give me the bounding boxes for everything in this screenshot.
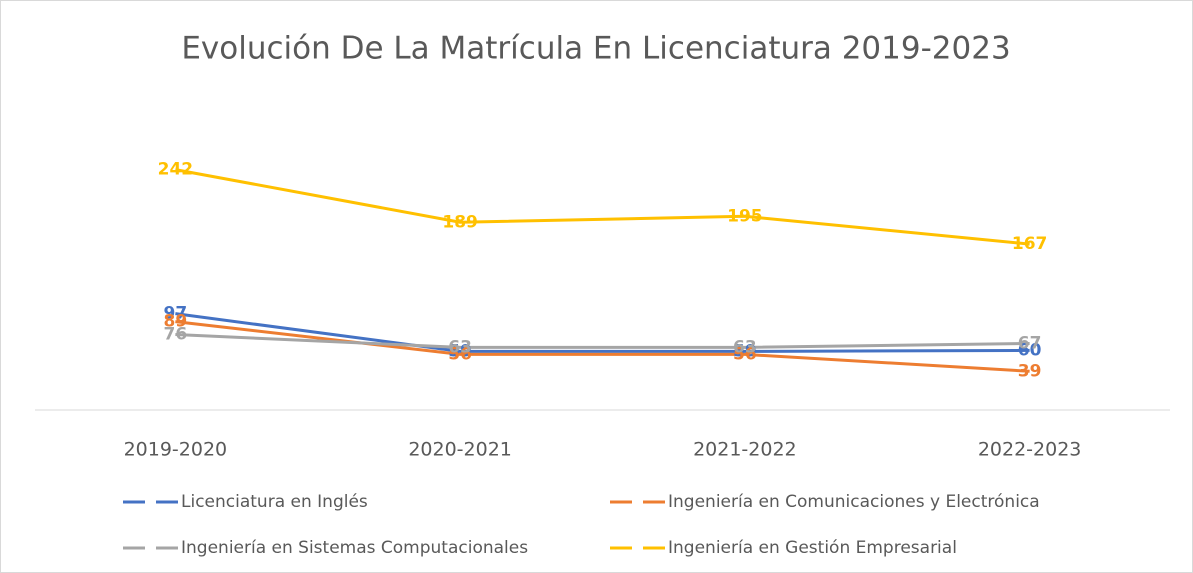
x-tick-label: 2020-2021 xyxy=(408,439,512,461)
data-label: 89 xyxy=(164,312,188,332)
data-label: 60 xyxy=(1018,340,1042,360)
data-label: 97 xyxy=(164,304,188,324)
data-label: 56 xyxy=(448,344,472,364)
x-tick-label: 2022-2023 xyxy=(978,439,1082,461)
data-label: 63 xyxy=(733,337,757,357)
data-label: 56 xyxy=(733,344,757,364)
series-line xyxy=(175,320,1030,373)
data-label: 67 xyxy=(1018,333,1042,353)
legend-label: Ingeniería en Sistemas Computacionales xyxy=(181,538,528,558)
chart-title: Evolución De La Matrícula En Licenciatur… xyxy=(181,31,1010,67)
series-line xyxy=(175,333,1030,349)
legend-label: Ingeniería en Gestión Empresarial xyxy=(668,538,957,558)
data-label: 76 xyxy=(164,325,188,345)
data-label: 189 xyxy=(442,212,478,232)
x-tick-label: 2019-2020 xyxy=(124,439,228,461)
data-label: 59 xyxy=(448,341,472,361)
data-label: 59 xyxy=(733,341,757,361)
data-label: 195 xyxy=(727,206,763,226)
data-label: 167 xyxy=(1012,234,1048,254)
data-label: 242 xyxy=(158,160,194,180)
series-line xyxy=(175,168,1030,246)
data-label: 39 xyxy=(1018,361,1042,381)
data-label: 63 xyxy=(448,337,472,357)
x-tick-label: 2021-2022 xyxy=(693,439,797,461)
legend-label: Licenciatura en Inglés xyxy=(181,492,368,512)
series-line xyxy=(175,312,1030,353)
legend-label: Ingeniería en Comunicaciones y Electróni… xyxy=(668,492,1040,512)
